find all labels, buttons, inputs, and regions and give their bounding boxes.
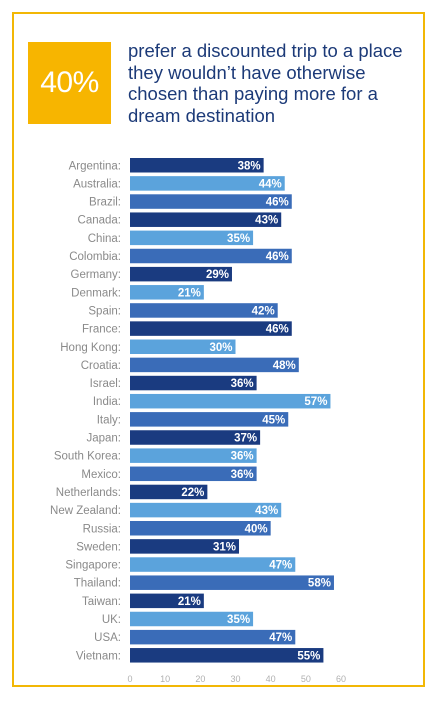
bar-value-label: 29%: [206, 269, 229, 281]
category-label: Australia:: [73, 178, 121, 190]
bar: [130, 412, 289, 427]
category-label: New Zealand:: [50, 505, 121, 517]
stat-box: 40%: [28, 42, 111, 124]
bar-value-label: 35%: [227, 233, 250, 245]
category-label: Taiwan:: [82, 596, 121, 608]
bar-value-label: 43%: [255, 505, 278, 517]
bar-value-label: 38%: [238, 160, 261, 172]
x-tick-label: 30: [230, 674, 240, 684]
bar: [130, 230, 254, 246]
bar: [130, 575, 334, 590]
bar: [130, 266, 232, 282]
category-label: Vietnam:: [76, 650, 121, 662]
bar-value-label: 21%: [178, 596, 201, 608]
category-label: India:: [93, 396, 121, 408]
bar-value-label: 47%: [269, 632, 292, 644]
bar: [130, 484, 208, 500]
x-tick-label: 40: [266, 674, 276, 684]
bar: [130, 430, 261, 445]
bar: [130, 285, 204, 300]
bar-value-label: 37%: [234, 433, 257, 445]
category-label: USA:: [94, 632, 121, 644]
bar: [130, 339, 236, 354]
category-label: Russia:: [83, 523, 121, 535]
bar: [130, 648, 324, 663]
category-label: Singapore:: [65, 560, 121, 572]
bar: [130, 448, 257, 463]
bar-value-label: 43%: [255, 215, 278, 227]
bar: [130, 212, 282, 227]
category-label: Spain:: [88, 305, 121, 317]
x-tick-label: 0: [127, 674, 132, 684]
headline: prefer a discounted trip to a place they…: [128, 40, 403, 126]
bar: [130, 502, 282, 518]
bar-value-label: 47%: [269, 560, 292, 572]
bar: [130, 593, 204, 609]
category-label: Sweden:: [76, 541, 121, 553]
bar-value-label: 46%: [266, 197, 289, 209]
category-label: Israel:: [90, 378, 121, 390]
bar-value-label: 40%: [245, 523, 268, 535]
category-label: Germany:: [71, 269, 122, 281]
category-label: Netherlands:: [56, 487, 121, 499]
category-label: South Korea:: [54, 451, 121, 463]
category-label: Canada:: [78, 215, 121, 227]
bar-value-label: 21%: [178, 287, 201, 299]
category-label: Mexico:: [81, 469, 121, 481]
bar-value-label: 22%: [181, 487, 204, 499]
category-label: Italy:: [97, 414, 121, 426]
x-tick-label: 50: [301, 674, 311, 684]
bar: [130, 393, 331, 409]
bar: [130, 557, 296, 572]
bar: [130, 629, 296, 645]
category-label: UK:: [102, 614, 121, 626]
bar: [130, 321, 292, 336]
bar: [130, 176, 285, 191]
bar: [130, 194, 292, 209]
bar-value-label: 57%: [304, 396, 327, 408]
category-label: Croatia:: [81, 360, 121, 372]
category-label: France:: [82, 324, 121, 336]
card-frame: [12, 12, 425, 687]
category-label: China:: [88, 233, 121, 245]
bar-value-label: 42%: [252, 305, 275, 317]
category-label: Thailand:: [74, 578, 121, 590]
x-tick-label: 10: [160, 674, 170, 684]
bar-value-label: 30%: [209, 342, 232, 354]
bar-value-label: 58%: [308, 578, 331, 590]
stat-value: 40%: [40, 66, 99, 99]
category-label: Argentina:: [69, 160, 121, 172]
bar-value-label: 35%: [227, 614, 250, 626]
bar-value-label: 36%: [231, 451, 254, 463]
category-label: Colombia:: [69, 251, 121, 263]
bar-value-label: 45%: [262, 414, 285, 426]
bar: [130, 611, 254, 627]
bar: [130, 375, 257, 391]
bar: [130, 466, 257, 482]
bar-value-label: 46%: [266, 251, 289, 263]
bar: [130, 539, 240, 554]
bar-value-label: 48%: [273, 360, 296, 372]
bar-value-label: 31%: [213, 541, 236, 553]
x-tick-label: 20: [195, 674, 205, 684]
bar-value-label: 36%: [231, 469, 254, 481]
bar-value-label: 44%: [259, 178, 282, 190]
bar-value-label: 55%: [297, 650, 320, 662]
bar: [130, 357, 299, 373]
bar: [130, 248, 292, 264]
bar: [130, 158, 264, 173]
category-label: Hong Kong:: [60, 342, 121, 354]
bar: [130, 303, 278, 318]
category-label: Japan:: [86, 433, 121, 445]
bar-value-label: 46%: [266, 324, 289, 336]
x-tick-label: 60: [336, 674, 346, 684]
category-label: Brazil:: [89, 197, 121, 209]
bar-value-label: 36%: [231, 378, 254, 390]
bar: [130, 521, 271, 536]
category-label: Denmark:: [71, 287, 121, 299]
